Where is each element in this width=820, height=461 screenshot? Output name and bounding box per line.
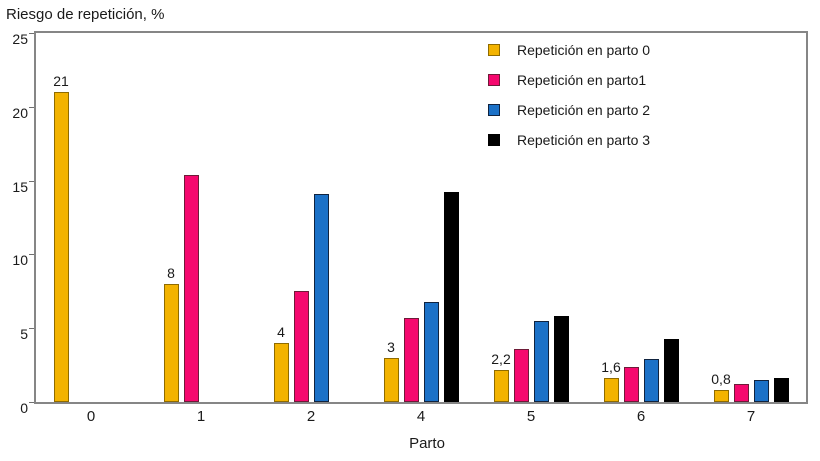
bar-7-series-3	[773, 378, 789, 402]
y-tick-mark	[29, 180, 34, 182]
y-tick-mark	[29, 254, 34, 256]
y-tick-label: 10	[12, 252, 28, 269]
legend-swatch-icon	[488, 104, 500, 116]
bar-6-series-1	[623, 366, 639, 402]
x-tick-label: 4	[416, 408, 426, 425]
legend-item: Repetición en parto1	[488, 72, 646, 88]
bar-2-series-2	[313, 193, 329, 402]
bar-7-series-2	[753, 379, 769, 402]
legend-item: Repetición en parto 2	[488, 102, 650, 118]
bar-value-label: 1,6	[601, 359, 621, 376]
y-tick-label: 15	[12, 178, 28, 195]
plot-area: 21 8 4 3 2,2 1,6 0,8	[34, 31, 808, 404]
bar-2-series-0	[273, 342, 289, 402]
bar-6-series-2	[643, 359, 659, 402]
y-tick-mark	[29, 106, 34, 108]
bar-value-label: 0,8	[711, 371, 731, 388]
bar-1-series-0	[163, 283, 179, 402]
bar-7-series-0	[713, 390, 729, 402]
bar-4-series-2	[423, 301, 439, 402]
legend-label: Repetición en parto 3	[517, 132, 651, 148]
legend-swatch-icon	[488, 134, 500, 146]
x-tick-label: 2	[306, 408, 316, 425]
bar-2-series-1	[293, 291, 309, 402]
bar-value-label: 21	[53, 73, 69, 90]
bar-value-label: 3	[387, 338, 395, 355]
legend-item: Repetición en parto 0	[488, 42, 650, 58]
x-tick-label: 7	[746, 408, 756, 425]
x-tick-label: 6	[636, 408, 646, 425]
bar-7-series-1	[733, 384, 749, 402]
legend-swatch-icon	[488, 74, 500, 86]
bar-4-series-0	[383, 357, 399, 402]
y-tick-label: 0	[20, 400, 28, 416]
y-tick-mark	[29, 33, 34, 34]
bar-5-series-3	[553, 316, 569, 402]
bar-6-series-0	[603, 378, 619, 402]
legend-swatch-icon	[488, 44, 500, 56]
x-axis-title: Parto	[409, 435, 445, 452]
bar-6-series-3	[663, 338, 679, 402]
chart-title: Riesgo de repetición, %	[6, 6, 165, 23]
legend-label: Repetición en parto 0	[517, 42, 651, 58]
bar-5-series-0	[493, 369, 509, 402]
bar-0-series-0	[53, 92, 69, 402]
x-tick-label: 1	[196, 408, 206, 425]
bar-value-label: 2,2	[491, 350, 511, 367]
bar-5-series-1	[513, 348, 529, 402]
bar-value-label: 8	[167, 264, 175, 281]
bar-4-series-1	[403, 317, 419, 402]
legend-label: Repetición en parto1	[517, 72, 647, 88]
y-tick-mark	[29, 402, 34, 403]
bar-5-series-2	[533, 320, 549, 402]
y-tick-label: 25	[12, 31, 28, 47]
bar-value-label: 4	[277, 323, 285, 340]
bar-4-series-3	[443, 192, 459, 402]
legend-label: Repetición en parto 2	[517, 102, 651, 118]
y-tick-label: 5	[20, 326, 28, 343]
y-tick-label: 20	[12, 104, 28, 121]
legend-item: Repetición en parto 3	[488, 132, 650, 148]
y-tick-mark	[29, 328, 34, 330]
bar-1-series-1	[183, 174, 199, 402]
x-tick-label: 5	[526, 408, 536, 425]
x-tick-label: 0	[86, 408, 96, 425]
